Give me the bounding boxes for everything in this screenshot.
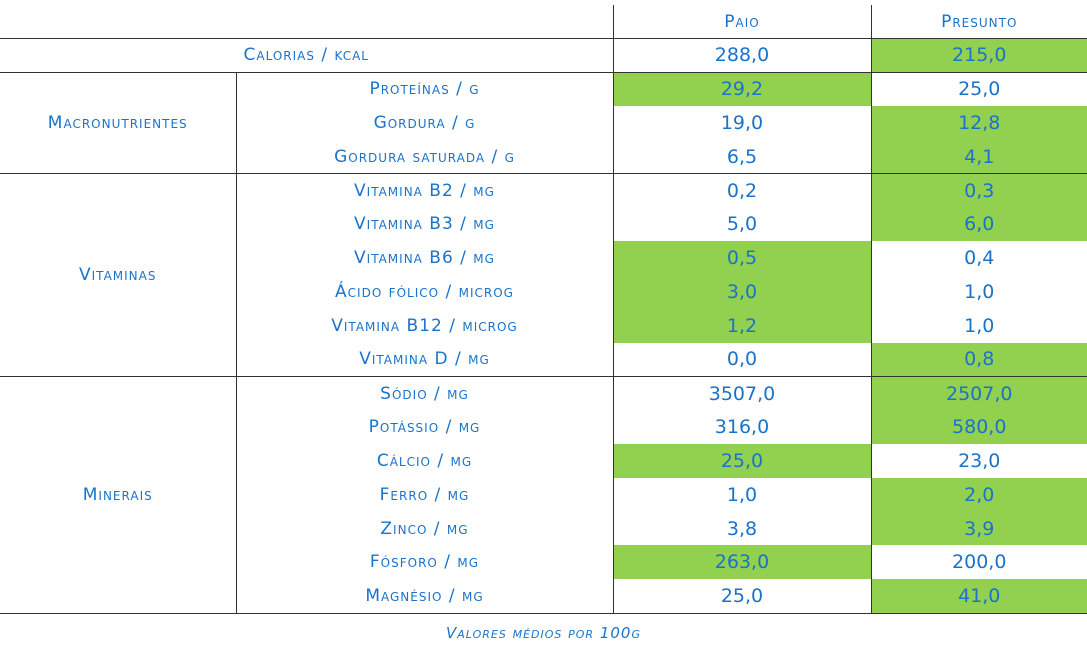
nutrient-label: Zinco / mg xyxy=(235,511,613,546)
nutrition-table: Paio Presunto Calorias / kcal 288,0 215,… xyxy=(0,5,1087,614)
group-label: Minerais xyxy=(82,484,153,505)
nutrient-label: Sódio / mg xyxy=(235,376,613,411)
presunto-value: 3,9 xyxy=(870,511,1087,546)
presunto-value: 2,0 xyxy=(870,477,1087,512)
table-row: Ácido fólico / microg 3,0 1,0 xyxy=(0,275,1087,309)
group-label: Macronutrientes xyxy=(47,112,188,133)
table-row: Potássio / mg 316,0 580,0 xyxy=(0,410,1087,445)
header-paio: Paio xyxy=(612,5,871,39)
table-row: Gordura / g 19,0 12,8 xyxy=(0,106,1087,140)
paio-value: 3,8 xyxy=(612,511,871,546)
table-row: Vitamina D / mg 0,0 0,8 xyxy=(0,342,1087,377)
table-body: Calorias / kcal 288,0 215,0 Macronutrien… xyxy=(0,38,1087,614)
table-row: Vitamina B12 / microg 1,2 1,0 xyxy=(0,308,1087,343)
nutrient-label: Gordura saturada / g xyxy=(235,139,613,174)
nutrient-label: Gordura / g xyxy=(235,106,613,140)
paio-value: 0,5 xyxy=(612,241,871,276)
table-row: Zinco / mg 3,8 3,9 xyxy=(0,511,1087,546)
presunto-value: 580,0 xyxy=(870,410,1087,445)
paio-value: 316,0 xyxy=(612,410,871,445)
presunto-value: 2507,0 xyxy=(870,376,1087,411)
nutrient-label: Ferro / mg xyxy=(235,477,613,512)
group-label: Vitaminas xyxy=(79,265,157,286)
presunto-value: 0,3 xyxy=(870,173,1087,208)
table-row: Vitamina B6 / mg 0,5 0,4 xyxy=(0,241,1087,276)
presunto-value: 25,0 xyxy=(870,72,1087,107)
nutrient-label: Vitamina D / mg xyxy=(235,342,613,377)
table-row: Cálcio / mg 25,0 23,0 xyxy=(0,444,1087,478)
presunto-value: 23,0 xyxy=(870,444,1087,478)
nutrient-label: Vitamina B2 / mg xyxy=(235,173,613,208)
paio-value: 19,0 xyxy=(612,106,871,140)
presunto-value: 200,0 xyxy=(870,545,1087,580)
calorias-paio: 288,0 xyxy=(612,38,871,73)
table-row: Macronutrientes Proteínas / g 29,2 25,0 xyxy=(0,72,1087,133)
paio-value: 29,2 xyxy=(612,72,871,107)
nutrient-label: Ácido fólico / microg xyxy=(235,275,613,309)
paio-value: 0,2 xyxy=(612,173,871,208)
presunto-value: 0,4 xyxy=(870,241,1087,276)
paio-value: 5,0 xyxy=(612,207,871,242)
table-row: Ferro / mg 1,0 2,0 xyxy=(0,477,1087,512)
table-row: Magnésio / mg 25,0 41,0 xyxy=(0,579,1087,614)
presunto-value: 41,0 xyxy=(870,579,1087,614)
paio-value: 0,0 xyxy=(612,342,871,377)
paio-value: 6,5 xyxy=(612,139,871,174)
nutrient-label: Proteínas / g xyxy=(235,72,613,107)
paio-value: 25,0 xyxy=(612,444,871,478)
nutrient-label: Cálcio / mg xyxy=(235,444,613,478)
presunto-value: 12,8 xyxy=(870,106,1087,140)
table-row: Gordura saturada / g 6,5 4,1 xyxy=(0,139,1087,174)
paio-value: 263,0 xyxy=(612,545,871,580)
presunto-value: 1,0 xyxy=(870,275,1087,309)
paio-value: 25,0 xyxy=(612,579,871,614)
header-empty xyxy=(0,5,613,39)
nutrient-label: Vitamina B12 / microg xyxy=(235,308,613,343)
footer-note: Valores médios por 100g xyxy=(446,624,641,642)
nutrient-label: Magnésio / mg xyxy=(235,579,613,614)
table-row: Fósforo / mg 263,0 200,0 xyxy=(0,545,1087,580)
table-row: Vitaminas Vitamina B2 / mg 0,2 0,3 xyxy=(0,173,1087,285)
paio-value: 3,0 xyxy=(612,275,871,309)
table-row: Minerais Sódio / mg 3507,0 2507,0 xyxy=(0,376,1087,505)
presunto-value: 6,0 xyxy=(870,207,1087,242)
header-presunto: Presunto xyxy=(870,5,1087,39)
paio-value: 1,0 xyxy=(612,477,871,512)
paio-value: 1,2 xyxy=(612,308,871,343)
paio-value: 3507,0 xyxy=(612,376,871,411)
nutrient-label: Vitamina B3 / mg xyxy=(235,207,613,242)
table-row-calorias: Calorias / kcal 288,0 215,0 xyxy=(0,38,1087,73)
presunto-value: 4,1 xyxy=(870,139,1087,174)
nutrient-label: Potássio / mg xyxy=(235,410,613,445)
table-row: Vitamina B3 / mg 5,0 6,0 xyxy=(0,207,1087,242)
presunto-value: 0,8 xyxy=(870,342,1087,377)
calorias-label: Calorias / kcal xyxy=(243,45,369,66)
nutrient-label: Fósforo / mg xyxy=(235,545,613,580)
nutrient-label: Vitamina B6 / mg xyxy=(235,241,613,276)
calorias-presunto: 215,0 xyxy=(870,38,1087,73)
presunto-value: 1,0 xyxy=(870,308,1087,343)
